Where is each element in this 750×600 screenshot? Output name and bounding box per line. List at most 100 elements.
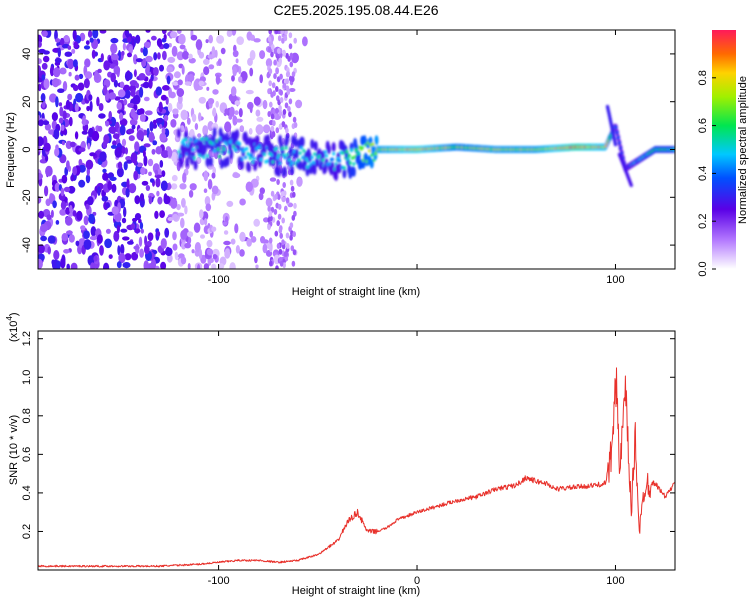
- snr-background: [38, 331, 675, 570]
- heatmap-ridge-cell: [620, 151, 624, 155]
- heatmap-noise-cell: [266, 72, 271, 79]
- heatmap-noise-cell: [144, 245, 150, 255]
- heatmap-noise-cell: [226, 200, 234, 207]
- heatmap-noise-cell: [191, 113, 197, 123]
- heatmap-noise-cell: [83, 78, 90, 89]
- heatmap-noise-cell: [172, 108, 179, 115]
- heatmap-noise-cell: [46, 214, 52, 221]
- heatmap-noise-cell: [291, 71, 296, 78]
- heatmap-noise-cell: [271, 44, 275, 51]
- heatmap-noise-cell: [279, 73, 283, 80]
- heatmap-noise-cell: [60, 200, 67, 210]
- heatmap-noise-cell: [274, 193, 278, 200]
- heatmap-noise-cell: [105, 228, 111, 234]
- heatmap-noise-cell: [89, 37, 94, 43]
- snr-y-tick-label: 0.4: [21, 485, 33, 500]
- heatmap-noise-cell: [138, 236, 143, 247]
- heatmap-noise-cell: [156, 38, 163, 48]
- heatmap-noise-cell: [153, 67, 159, 76]
- heatmap-noise-cell: [255, 264, 259, 269]
- heatmap-noise-cell: [159, 124, 163, 129]
- heatmap-noise-cell: [113, 79, 118, 88]
- heatmap-noise-cell: [122, 236, 130, 241]
- heatmap-noise-cell: [72, 210, 77, 217]
- heatmap-noise-cell: [57, 88, 65, 93]
- heatmap-ridge-cell: [339, 150, 343, 155]
- heatmap-noise-cell: [139, 248, 145, 258]
- heatmap-chirp-cell: [613, 143, 618, 147]
- heatmap-noise-cell: [273, 59, 277, 66]
- heatmap-noise-cell: [157, 168, 162, 175]
- heatmap-noise-cell: [127, 128, 135, 134]
- heatmap-noise-cell: [235, 245, 240, 254]
- heatmap-noise-cell: [98, 113, 106, 119]
- heatmap-noise-cell: [145, 55, 153, 63]
- heatmap-noise-cell: [140, 167, 146, 175]
- heatmap-ridge-cell: [192, 156, 196, 160]
- heatmap-noise-cell: [249, 103, 253, 114]
- heatmap-noise-cell: [199, 209, 204, 219]
- heatmap-noise-cell: [117, 245, 121, 256]
- heatmap-ridge-cell: [374, 135, 379, 146]
- heatmap-noise-cell: [198, 96, 206, 104]
- heatmap-ridge-cell: [213, 149, 217, 153]
- colorbar-tick-label: 0.4: [697, 166, 709, 181]
- heatmap-noise-cell: [97, 68, 102, 74]
- heatmap-noise-cell: [249, 230, 254, 238]
- heatmap-ridge-cell: [360, 146, 364, 150]
- heatmap-noise-cell: [190, 34, 198, 41]
- heatmap-noise-cell: [59, 67, 67, 75]
- heatmap-noise-cell: [97, 186, 101, 196]
- heatmap-noise-cell: [89, 100, 93, 112]
- heatmap-noise-cell: [229, 262, 236, 269]
- heatmap-noise-cell: [180, 229, 188, 240]
- heatmap-noise-cell: [54, 30, 58, 41]
- heatmap-noise-cell: [105, 120, 110, 127]
- heatmap-noise-cell: [189, 129, 195, 139]
- heatmap-noise-cell: [285, 197, 290, 204]
- heatmap-noise-cell: [63, 186, 71, 193]
- heatmap-noise-cell: [267, 243, 271, 250]
- heatmap-noise-cell: [232, 172, 241, 179]
- heatmap-noise-cell: [281, 217, 286, 224]
- heatmap-noise-cell: [276, 220, 281, 227]
- heatmap-noise-cell: [145, 185, 151, 191]
- heatmap-noise-cell: [100, 53, 104, 62]
- heatmap-noise-cell: [104, 238, 112, 249]
- heatmap-ridge-cell: [367, 149, 371, 153]
- heatmap-noise-cell: [259, 74, 264, 84]
- heatmap-noise-cell: [99, 151, 107, 163]
- heatmap-noise-cell: [278, 248, 283, 255]
- heatmap-noise-cell: [269, 215, 273, 222]
- heatmap-ridge-cell: [202, 155, 206, 159]
- heatmap-ridge-cell: [225, 156, 230, 167]
- heatmap-noise-cell: [282, 82, 287, 89]
- heatmap-noise-cell: [38, 41, 42, 48]
- heatmap-noise-cell: [288, 111, 292, 118]
- heatmap-noise-cell: [181, 65, 185, 75]
- heatmap-noise-cell: [239, 249, 245, 257]
- heatmap-noise-cell: [177, 30, 182, 34]
- heatmap-noise-cell: [206, 248, 214, 256]
- heatmap-noise-cell: [269, 260, 273, 267]
- heatmap-noise-cell: [92, 30, 99, 39]
- heatmap-noise-cell: [234, 223, 239, 234]
- heatmap-noise-cell: [40, 235, 47, 242]
- heatmap-noise-cell: [44, 185, 49, 197]
- heatmap-noise-cell: [58, 117, 64, 124]
- heatmap-ridge-cell: [283, 155, 287, 160]
- heatmap-noise-cell: [171, 151, 178, 163]
- heatmap-noise-cell: [277, 194, 281, 200]
- heatmap-noise-cell: [67, 58, 75, 70]
- heatmap-noise-cell: [150, 258, 157, 269]
- heatmap-noise-cell: [171, 45, 178, 57]
- heatmap-noise-cell: [63, 35, 70, 43]
- heatmap-ridge-cell: [277, 153, 281, 158]
- heatmap-noise-cell: [67, 185, 76, 194]
- heatmap-noise-cell: [90, 226, 97, 237]
- heatmap-noise-cell: [270, 125, 275, 132]
- heatmap-ridge-cell: [614, 125, 618, 130]
- heatmap-noise-cell: [87, 30, 93, 38]
- heatmap-noise-cell: [259, 50, 266, 60]
- heatmap-noise-cell: [49, 93, 57, 103]
